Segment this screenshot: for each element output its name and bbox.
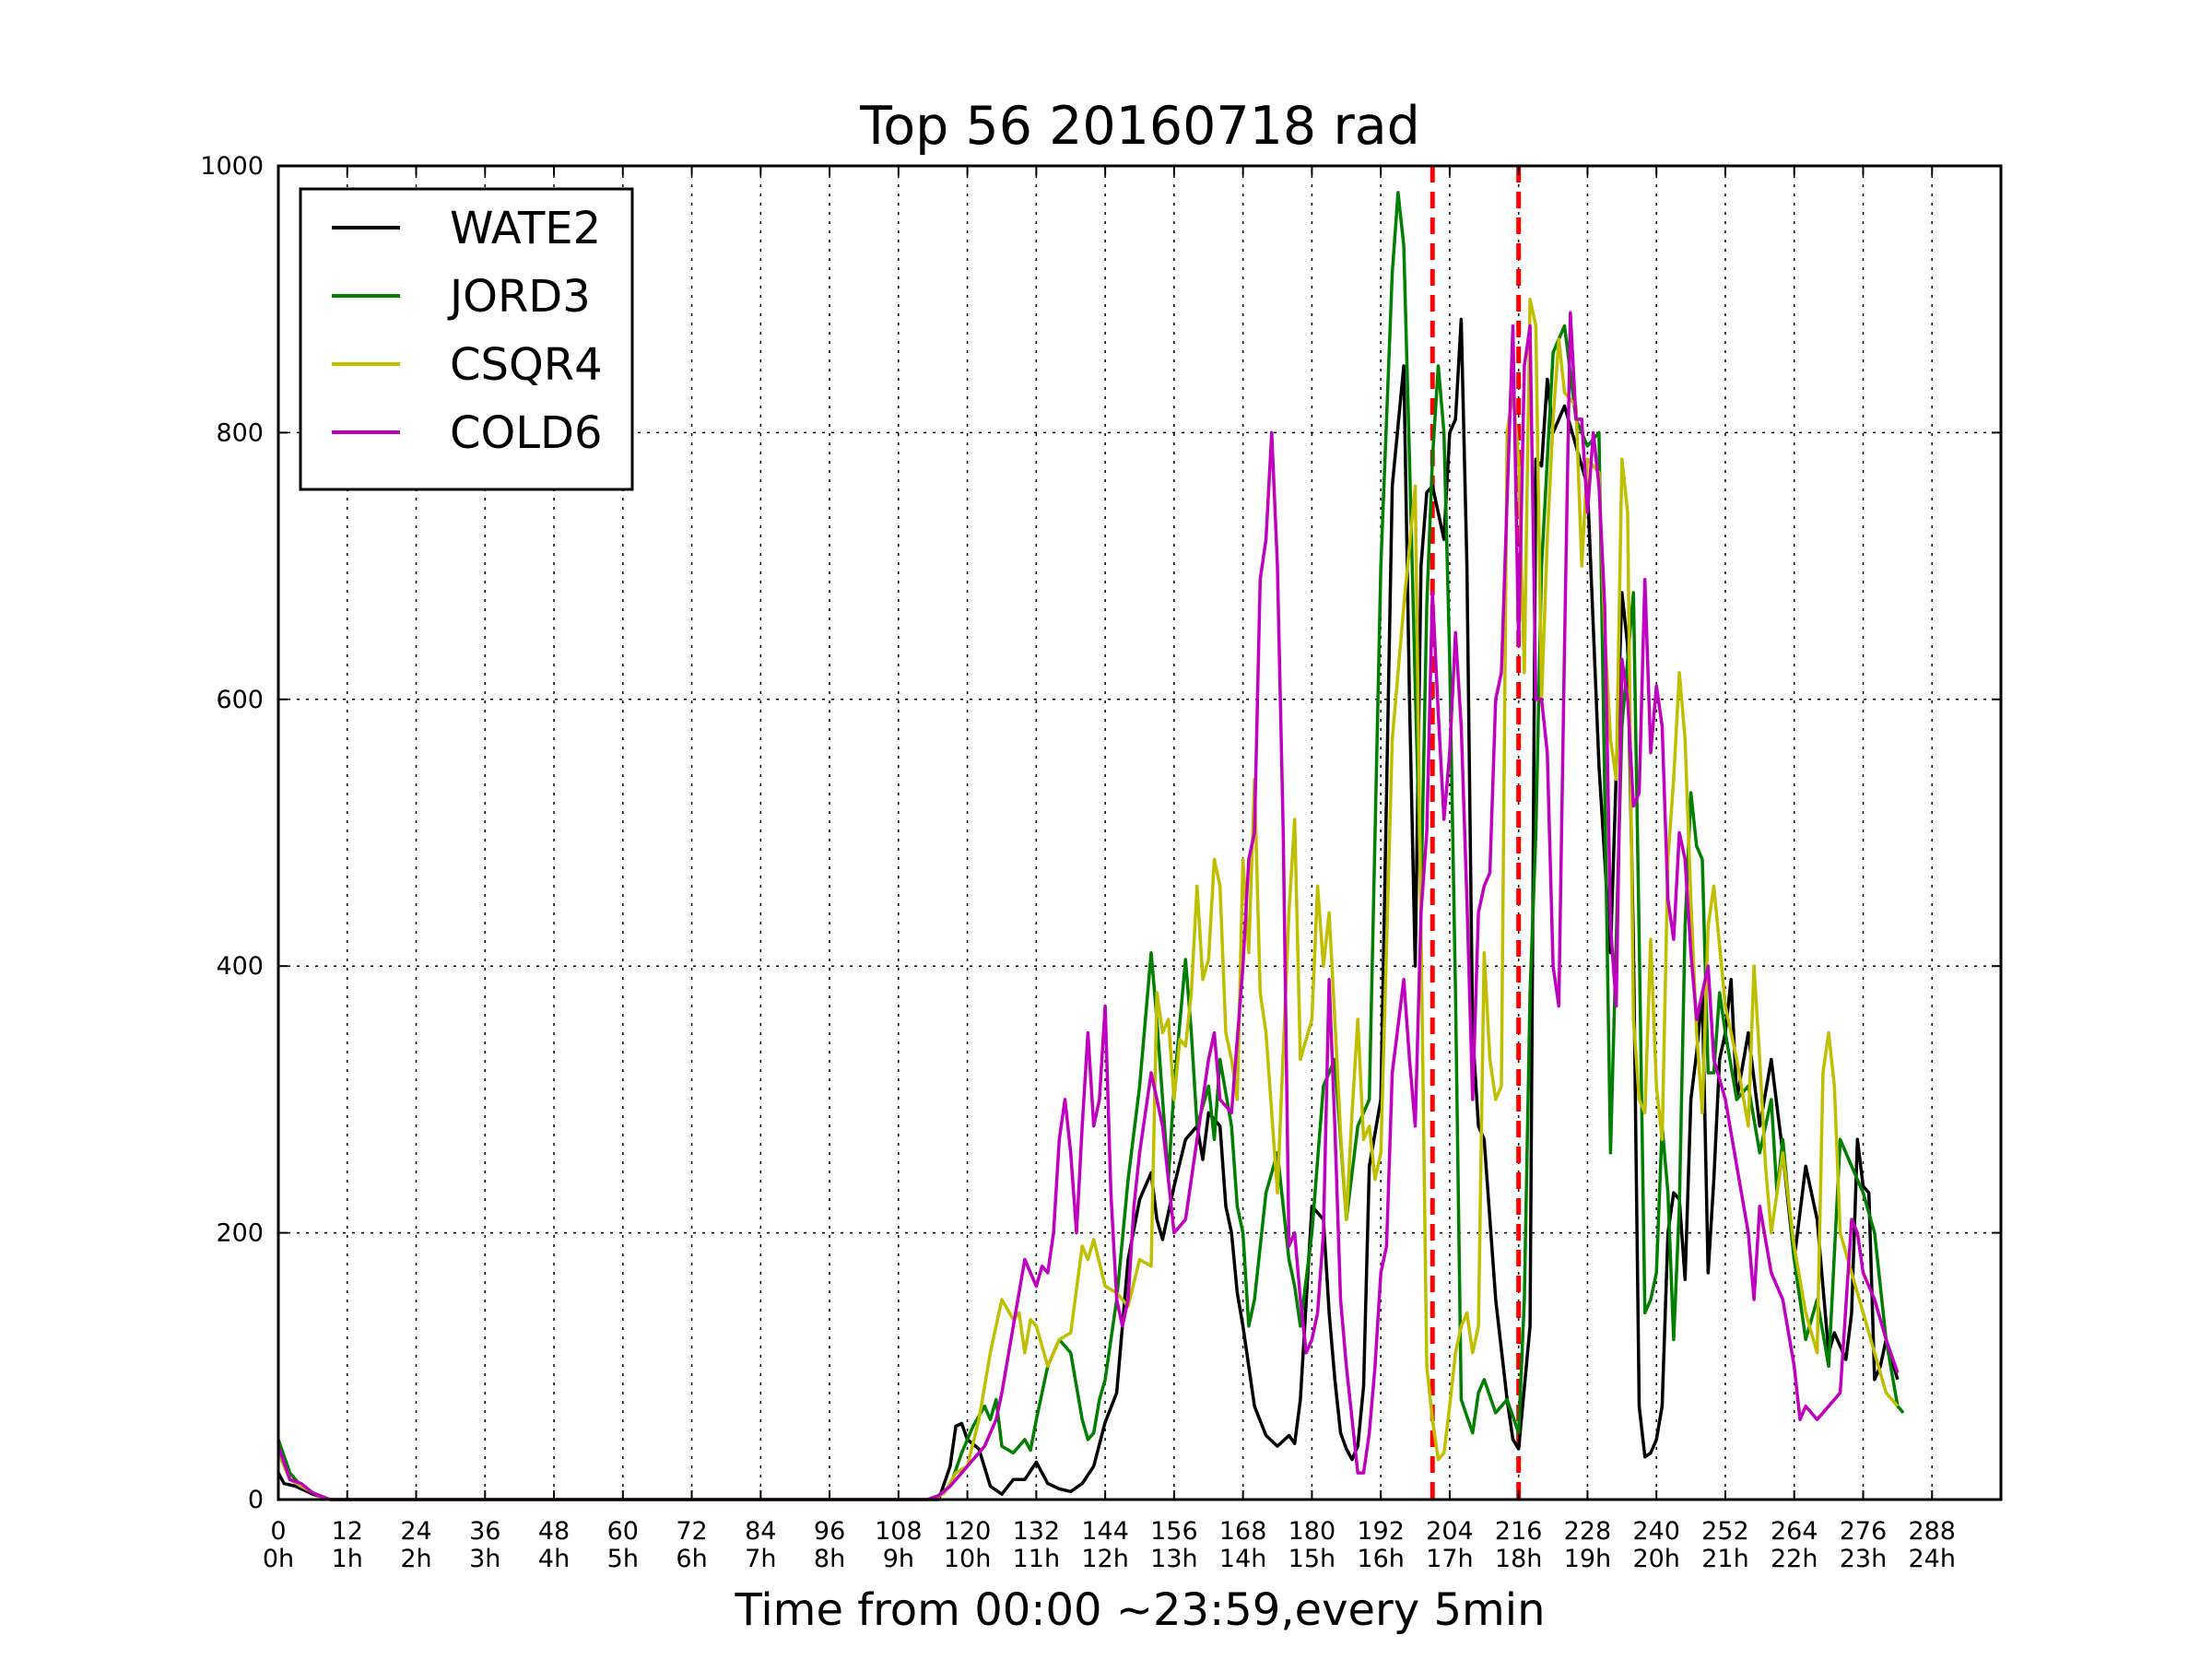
x-tick-label: 48 xyxy=(538,1517,570,1546)
series-line-cold6 xyxy=(276,311,1900,1501)
x-tick-label: 84 xyxy=(745,1517,776,1546)
x-tick-sublabel: 8h xyxy=(814,1545,845,1573)
series-lines xyxy=(276,191,1905,1501)
x-tick-label: 12 xyxy=(332,1517,363,1546)
x-tick-label: 0 xyxy=(270,1517,286,1546)
x-tick-sublabel: 20h xyxy=(1632,1545,1679,1573)
x-tick-sublabel: 18h xyxy=(1495,1545,1542,1573)
x-tick-sublabel: 14h xyxy=(1219,1545,1266,1573)
x-tick-sublabel: 16h xyxy=(1357,1545,1404,1573)
x-tick-sublabel: 2h xyxy=(400,1545,431,1573)
legend-label: JORD3 xyxy=(447,271,591,323)
x-tick-sublabel: 3h xyxy=(469,1545,500,1573)
y-tick-label: 600 xyxy=(216,686,264,714)
x-tick-label: 96 xyxy=(814,1517,845,1546)
legend-box xyxy=(299,187,634,491)
x-tick-sublabel: 17h xyxy=(1426,1545,1473,1573)
x-tick-label: 156 xyxy=(1150,1517,1198,1546)
x-tick-label: 24 xyxy=(400,1517,431,1546)
x-tick-label: 228 xyxy=(1564,1517,1612,1546)
x-tick-label: 132 xyxy=(1013,1517,1061,1546)
x-tick-sublabel: 7h xyxy=(745,1545,776,1573)
x-tick-label: 60 xyxy=(607,1517,639,1546)
x-tick-sublabel: 19h xyxy=(1564,1545,1611,1573)
y-tick-label: 1000 xyxy=(200,152,264,181)
legend-label: COLD6 xyxy=(450,407,603,459)
reference-lines xyxy=(1430,166,1522,1500)
series-line-jord3 xyxy=(276,191,1905,1501)
axis-ticks: 00h121h242h363h484h605h726h847h968h1089h… xyxy=(200,152,2001,1573)
x-tick-label: 192 xyxy=(1357,1517,1405,1546)
x-tick-label: 288 xyxy=(1908,1517,1956,1546)
x-tick-sublabel: 5h xyxy=(607,1545,639,1573)
x-axis-label: Time from 00:00 ~23:59,every 5min xyxy=(735,1584,1546,1636)
y-tick-label: 0 xyxy=(248,1486,264,1514)
x-tick-label: 36 xyxy=(469,1517,500,1546)
x-tick-label: 216 xyxy=(1495,1517,1543,1546)
chart-title: Top 56 20160718 rad xyxy=(859,96,1420,157)
x-tick-sublabel: 21h xyxy=(1701,1545,1748,1573)
x-tick-sublabel: 11h xyxy=(1013,1545,1060,1573)
x-tick-sublabel: 15h xyxy=(1288,1545,1335,1573)
x-tick-sublabel: 22h xyxy=(1771,1545,1818,1573)
x-tick-label: 204 xyxy=(1426,1517,1474,1546)
x-tick-sublabel: 13h xyxy=(1150,1545,1197,1573)
x-tick-sublabel: 6h xyxy=(676,1545,707,1573)
x-tick-label: 276 xyxy=(1840,1517,1888,1546)
y-tick-label: 200 xyxy=(216,1219,264,1248)
x-tick-sublabel: 24h xyxy=(1909,1545,1956,1573)
x-tick-label: 180 xyxy=(1288,1517,1336,1546)
x-tick-label: 264 xyxy=(1771,1517,1818,1546)
x-tick-sublabel: 9h xyxy=(883,1545,914,1573)
plot-frame xyxy=(276,164,2003,1501)
x-tick-sublabel: 4h xyxy=(538,1545,570,1573)
x-tick-label: 240 xyxy=(1632,1517,1680,1546)
x-tick-sublabel: 0h xyxy=(263,1545,294,1573)
legend-label: CSQR4 xyxy=(450,339,603,391)
y-tick-label: 800 xyxy=(216,418,264,447)
x-tick-label: 120 xyxy=(944,1517,992,1546)
x-tick-label: 144 xyxy=(1081,1517,1129,1546)
x-tick-label: 108 xyxy=(875,1517,923,1546)
x-tick-label: 168 xyxy=(1219,1517,1267,1546)
x-tick-label: 252 xyxy=(1701,1517,1749,1546)
legend-label: WATE2 xyxy=(450,203,601,254)
legend: WATE2 JORD3 CSQR4 COLD6 xyxy=(299,187,634,491)
x-tick-sublabel: 10h xyxy=(944,1545,991,1573)
x-tick-label: 72 xyxy=(676,1517,707,1546)
x-tick-sublabel: 12h xyxy=(1081,1545,1128,1573)
y-tick-label: 400 xyxy=(216,952,264,981)
x-tick-sublabel: 23h xyxy=(1840,1545,1887,1573)
series-line-csqr4 xyxy=(276,297,1900,1501)
x-tick-sublabel: 1h xyxy=(332,1545,363,1573)
